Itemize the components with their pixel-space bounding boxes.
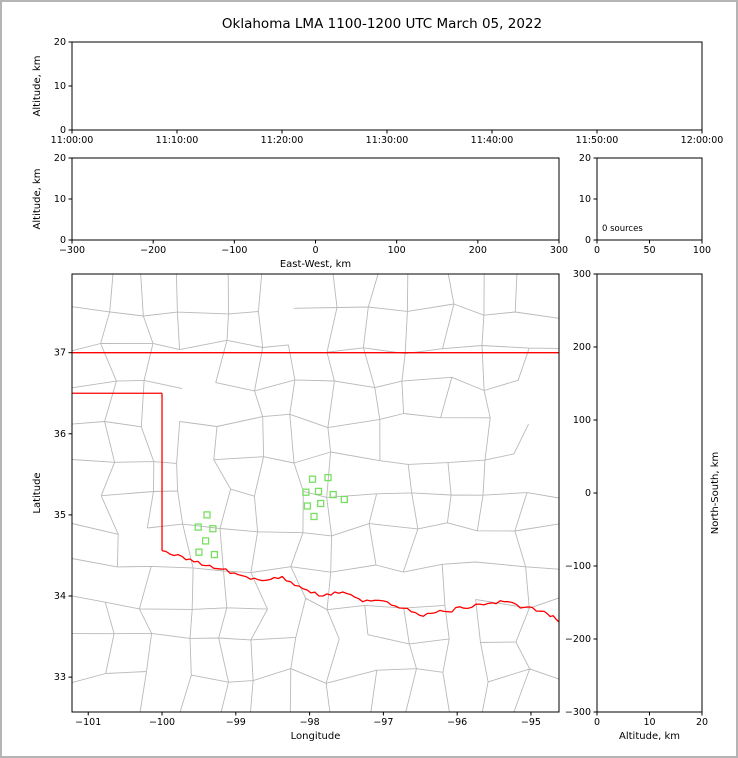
state-border-red-river: [161, 549, 560, 623]
time-height-xtick-label: 11:20:00: [261, 135, 304, 146]
ew-height-ylabel: Altitude, km: [32, 169, 43, 230]
plan-view-ylabel: Latitude: [32, 472, 43, 513]
ew-height-ytick-label: 0: [60, 235, 66, 246]
time-height-ylabel: Altitude, km: [32, 56, 43, 117]
plan-view-xtick-label: −97: [373, 717, 393, 728]
ns-height-ytick-label: 0: [585, 488, 591, 499]
ns-height-xtick-label: 10: [643, 717, 655, 728]
ew-height-xtick-label: −100: [221, 245, 247, 256]
ew-height-xtick-label: 100: [388, 245, 406, 256]
ew-height-ytick-label: 10: [54, 194, 66, 205]
plan-view-xtick-label: −95: [521, 717, 541, 728]
lma-station-marker: [317, 499, 325, 508]
ns-height-ytick-label: 200: [573, 342, 591, 353]
ns-height-xtick-label: 20: [696, 717, 708, 728]
plan-view-xlabel: Longitude: [291, 731, 341, 742]
time-height-ytick-label: 10: [54, 81, 66, 92]
plan-view-xtick-label: −100: [149, 717, 175, 728]
ew-height-frame: [71, 157, 560, 241]
lma-station-marker: [340, 495, 348, 504]
ns-height-xlabel: Altitude, km: [619, 731, 680, 742]
ns-height-ytick-label: −300: [565, 707, 591, 718]
ns-height-ylabel-right: North-South, km: [710, 452, 721, 535]
lma-station-marker: [303, 502, 312, 510]
time-height-xtick-label: 11:00:00: [51, 135, 94, 146]
time-height-xtick-label: 11:50:00: [576, 135, 619, 146]
altitude-histogram-annotation: 0 sources: [602, 224, 643, 234]
lma-station-marker: [302, 488, 310, 496]
lma-station-marker: [195, 548, 203, 556]
figure-title: Oklahoma LMA 1100-1200 UTC March 05, 202…: [222, 16, 542, 32]
ns-height-ytick-label: 100: [573, 415, 591, 426]
plan-view-xtick-label: −101: [75, 717, 101, 728]
time-height-ytick-label: 0: [60, 125, 66, 136]
altitude-histogram-ytick-label: 10: [579, 194, 591, 205]
lma-station-marker: [210, 550, 219, 559]
plan-view-ytick-label: 35: [54, 510, 66, 521]
lma-station-marker: [209, 525, 217, 533]
lma-station-marker: [201, 537, 210, 545]
time-height-xtick-label: 11:40:00: [471, 135, 514, 146]
ew-height-xtick-label: 0: [312, 245, 318, 256]
time-height-xtick-label: 11:30:00: [366, 135, 409, 146]
plan-view-frame: [71, 273, 560, 713]
altitude-histogram-xtick-label: 100: [693, 245, 711, 256]
time-height-ytick-label: 20: [54, 37, 66, 48]
plan-view-ytick-label: 36: [54, 429, 66, 440]
ns-height-ytick-label: −100: [565, 561, 591, 572]
lma-station-marker: [194, 523, 202, 531]
ns-height-ytick-label: −200: [565, 634, 591, 645]
altitude-histogram-ytick-label: 20: [579, 153, 591, 164]
plan-view-xtick-label: −99: [226, 717, 246, 728]
lma-station-marker: [324, 473, 332, 482]
ns-height-frame: [596, 273, 703, 713]
ew-height-ytick-label: 20: [54, 153, 66, 164]
ns-height-xtick-label: 0: [594, 717, 600, 728]
ew-height-xtick-label: −200: [140, 245, 166, 256]
plan-view-ytick-label: 37: [54, 348, 66, 359]
lma-station-marker: [203, 511, 211, 519]
plan-view-xtick-label: −96: [447, 717, 467, 728]
ew-height-xlabel: East-West, km: [280, 259, 351, 270]
lma-station-marker: [314, 487, 323, 496]
ew-height-xtick-label: −300: [59, 245, 85, 256]
ns-height-ytick-label: 300: [573, 269, 591, 280]
altitude-histogram-ytick-label: 0: [585, 235, 591, 246]
time-height-frame: [71, 41, 703, 131]
altitude-histogram-xtick-label: 50: [643, 245, 655, 256]
plan-view-ytick-label: 34: [54, 591, 66, 602]
time-height-xtick-label: 12:00:00: [681, 135, 724, 146]
lma-station-marker: [310, 512, 318, 521]
plan-view-ytick-label: 33: [54, 672, 66, 683]
altitude-histogram-xtick-label: 0: [594, 245, 600, 256]
lma-station-marker: [329, 490, 337, 499]
lma-station-marker: [308, 475, 317, 483]
plan-view-xtick-label: −98: [300, 717, 320, 728]
ew-height-xtick-label: 200: [469, 245, 487, 256]
ew-height-xtick-label: 300: [550, 245, 568, 256]
time-height-xtick-label: 11:10:00: [156, 135, 199, 146]
